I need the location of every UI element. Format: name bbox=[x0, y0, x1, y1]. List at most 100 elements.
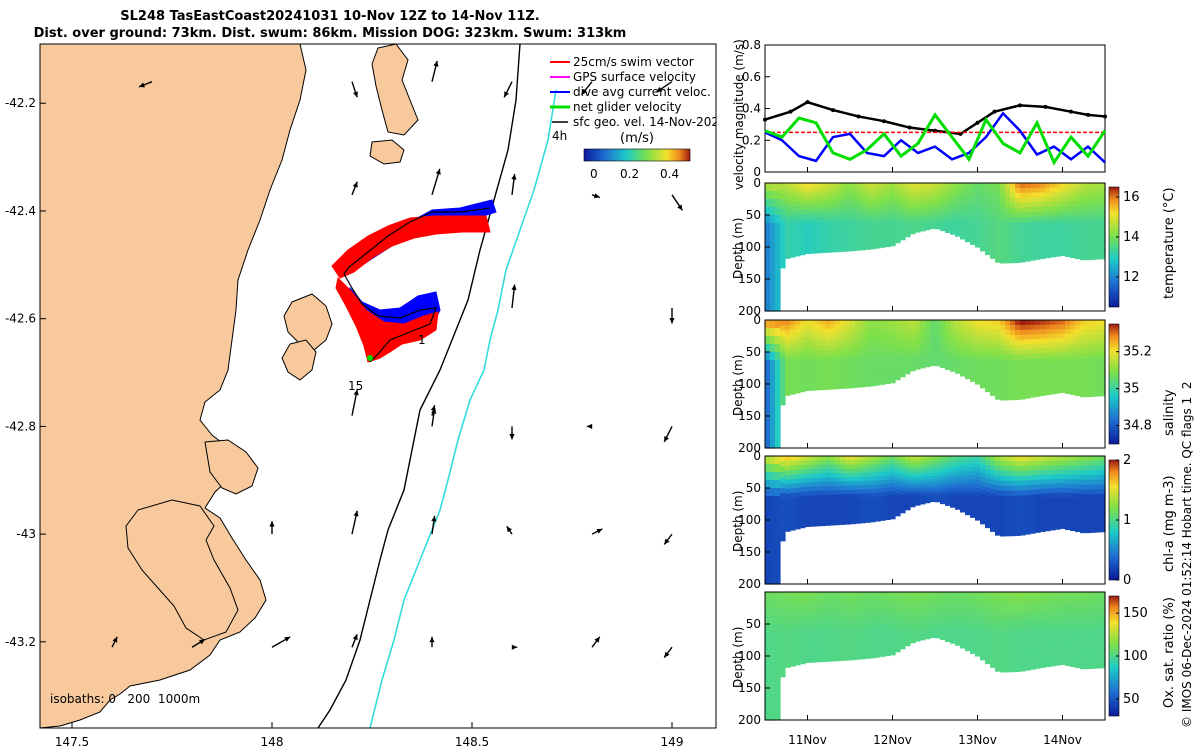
section-cell bbox=[1025, 621, 1031, 627]
section-cell bbox=[830, 371, 836, 377]
section-cell bbox=[815, 222, 821, 228]
section-ytick-label: 200 bbox=[738, 441, 761, 455]
section-cell bbox=[825, 481, 831, 487]
section-cell bbox=[775, 263, 781, 272]
section-cell bbox=[970, 618, 976, 624]
section-cell bbox=[905, 625, 911, 630]
section-cell bbox=[925, 629, 931, 634]
section-cell bbox=[980, 183, 986, 188]
section-cell bbox=[930, 191, 936, 195]
section-cell bbox=[890, 459, 896, 465]
section-cell bbox=[1095, 225, 1101, 232]
section-cell bbox=[805, 333, 811, 339]
section-cell bbox=[1095, 249, 1101, 255]
section-cell bbox=[860, 617, 866, 622]
section-cell bbox=[1050, 605, 1056, 612]
section-cell bbox=[1010, 187, 1016, 194]
section-cell bbox=[780, 530, 786, 537]
section-cell bbox=[830, 324, 836, 330]
section-cell bbox=[845, 191, 851, 197]
section-cell bbox=[1035, 498, 1041, 505]
section-cell bbox=[865, 641, 871, 647]
section-cell bbox=[775, 239, 781, 248]
section-cell bbox=[1015, 334, 1021, 341]
section-cell bbox=[1045, 380, 1051, 386]
section-cell bbox=[1075, 522, 1081, 528]
section-cell bbox=[1065, 524, 1071, 530]
section-cell bbox=[775, 464, 781, 473]
section-cell bbox=[955, 349, 961, 354]
section-cell bbox=[1100, 376, 1106, 383]
section-cell bbox=[835, 460, 841, 466]
section-cell bbox=[870, 219, 876, 225]
section-cell bbox=[1080, 503, 1086, 510]
section-cell bbox=[950, 617, 956, 622]
section-cell bbox=[1020, 320, 1026, 326]
section-cell bbox=[945, 622, 951, 627]
section-cell bbox=[975, 592, 981, 597]
section-cell bbox=[910, 345, 916, 350]
section-cell bbox=[775, 400, 781, 409]
section-cell bbox=[765, 600, 771, 609]
section-cell bbox=[870, 472, 876, 478]
section-cell bbox=[805, 381, 811, 387]
section-cell bbox=[855, 345, 861, 350]
section-cell bbox=[860, 216, 866, 222]
section-cell bbox=[950, 500, 956, 505]
section-cell bbox=[795, 642, 801, 648]
section-cell bbox=[980, 621, 986, 627]
section-cell bbox=[1025, 207, 1031, 213]
section-cell bbox=[1040, 648, 1046, 654]
section-cell bbox=[790, 629, 796, 635]
section-cell bbox=[775, 616, 781, 625]
section-cell bbox=[1090, 324, 1096, 331]
section-cell bbox=[1045, 647, 1051, 654]
section-cell bbox=[1090, 320, 1096, 326]
section-cell bbox=[815, 618, 821, 624]
section-cell bbox=[1055, 214, 1061, 221]
section-cell bbox=[955, 196, 961, 201]
section-cell bbox=[945, 204, 951, 209]
section-cell bbox=[1015, 379, 1021, 386]
section-cell bbox=[1040, 498, 1046, 504]
section-cell bbox=[1100, 206, 1106, 212]
section-cell bbox=[1100, 508, 1106, 514]
section-cell bbox=[1035, 329, 1041, 335]
map-ytick-label: -42.2 bbox=[5, 96, 36, 110]
section-cell bbox=[930, 498, 936, 503]
section-cell bbox=[890, 210, 896, 215]
section-cell bbox=[975, 223, 981, 228]
section-cell bbox=[865, 468, 871, 474]
section-cell bbox=[1000, 651, 1006, 658]
section-cell bbox=[1045, 338, 1051, 344]
section-cell bbox=[825, 328, 831, 334]
section-cell bbox=[900, 602, 906, 607]
section-cell bbox=[1055, 474, 1061, 480]
section-cell bbox=[965, 371, 971, 376]
section-cell bbox=[970, 232, 976, 238]
section-cell bbox=[935, 458, 941, 463]
section-cell bbox=[995, 651, 1001, 657]
section-cell bbox=[1035, 484, 1041, 490]
section-cell bbox=[1035, 324, 1041, 331]
colorbar-tick-label: 0 bbox=[1123, 573, 1131, 588]
section-cell bbox=[790, 465, 796, 471]
section-cell bbox=[850, 374, 856, 380]
section-cell bbox=[1005, 520, 1011, 527]
section-cell bbox=[785, 596, 791, 603]
section-cell bbox=[945, 216, 951, 221]
section-cell bbox=[1035, 197, 1041, 203]
section-cell bbox=[945, 601, 951, 605]
section-cell bbox=[1090, 386, 1096, 393]
sfc-vector-head bbox=[656, 86, 663, 93]
section-cell bbox=[1095, 376, 1101, 383]
section-cell bbox=[1040, 610, 1046, 617]
section-cell bbox=[990, 201, 996, 208]
section-cell bbox=[930, 467, 936, 471]
section-cell bbox=[1040, 488, 1046, 495]
section-cell bbox=[1070, 389, 1076, 396]
section-cell bbox=[840, 490, 846, 496]
section-cell bbox=[825, 609, 831, 615]
section-cell bbox=[900, 609, 906, 614]
section-cell bbox=[1050, 233, 1056, 239]
